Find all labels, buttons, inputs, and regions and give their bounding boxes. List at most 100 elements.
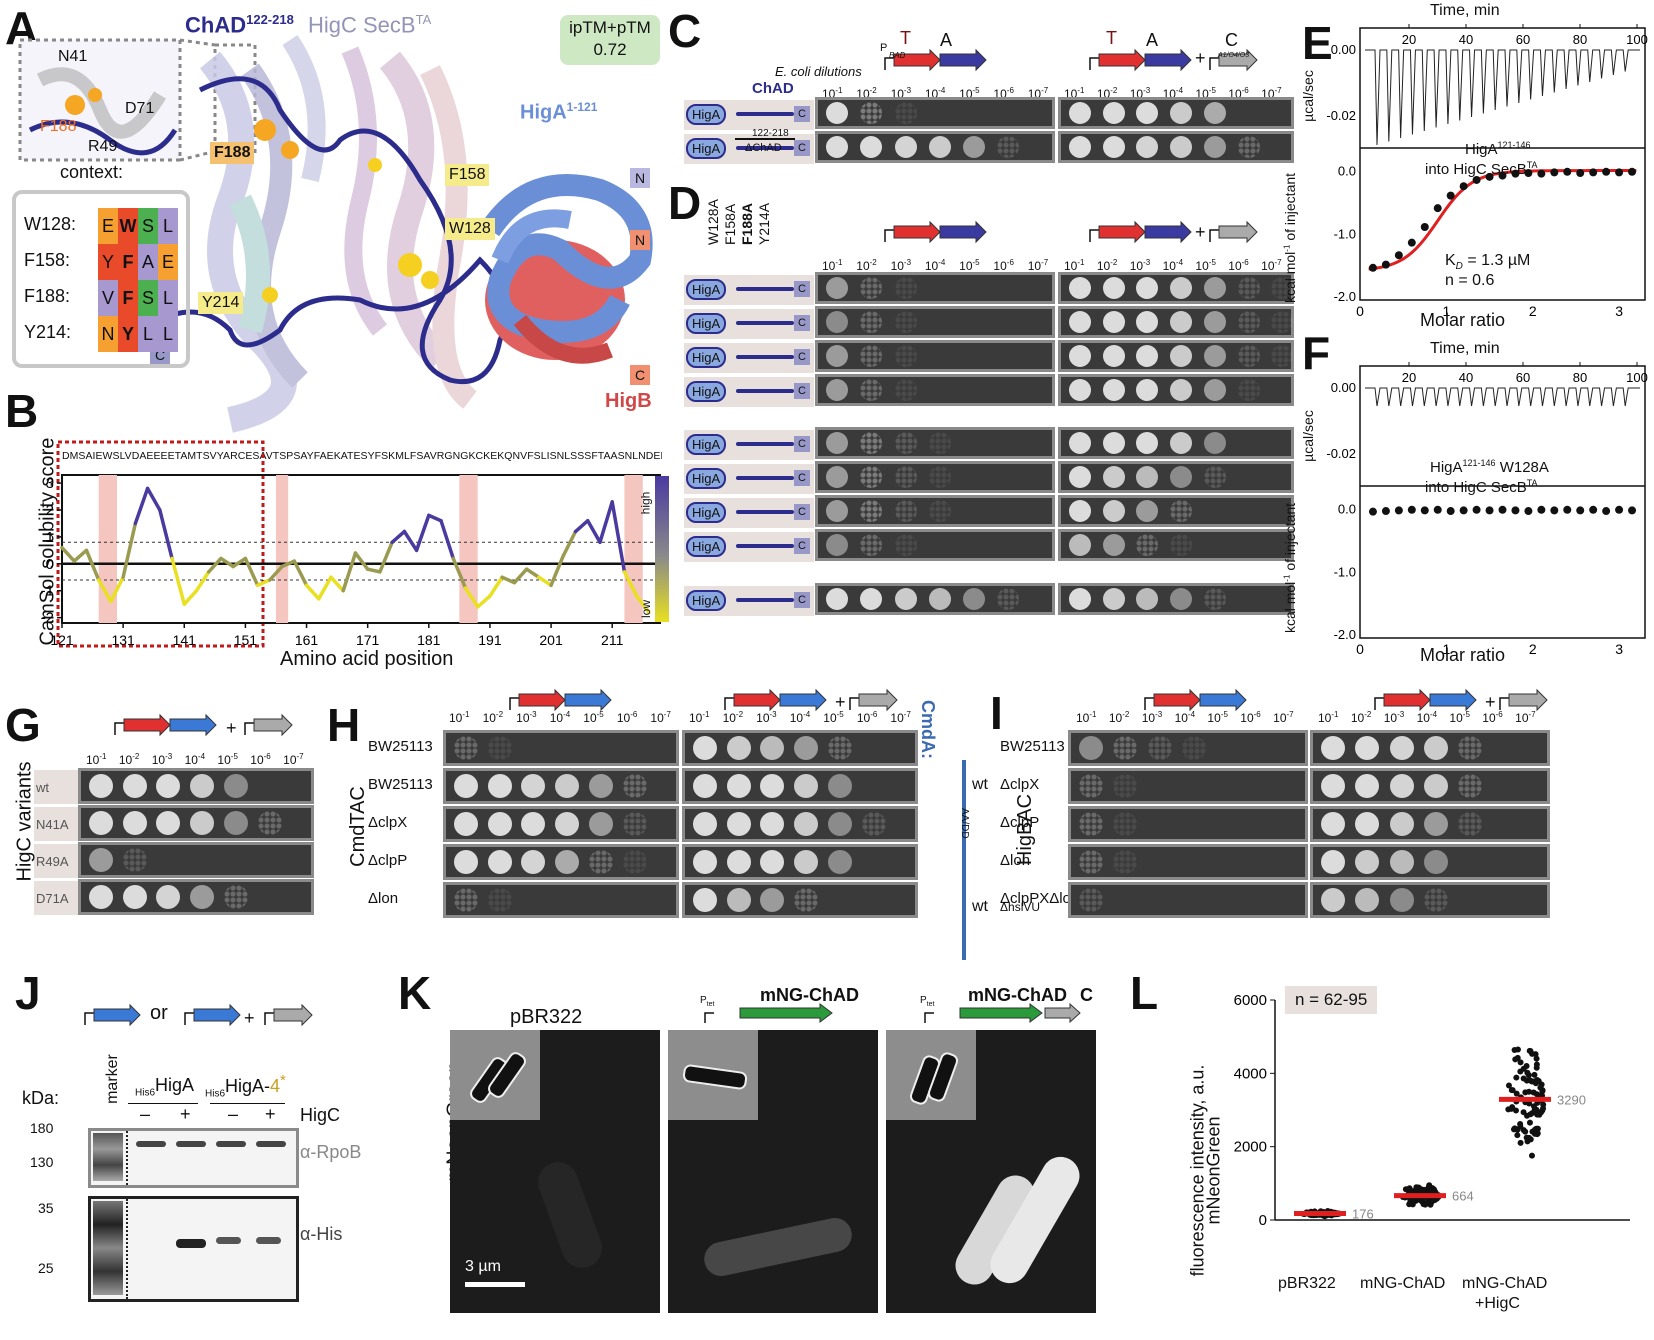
higbac-label: HigBAC xyxy=(1014,793,1037,866)
spot-plate xyxy=(815,97,1055,129)
cell-point xyxy=(1528,1152,1535,1159)
x-tick-label: 121 xyxy=(50,632,74,648)
cell-point xyxy=(1526,1088,1533,1095)
colony-spot xyxy=(1355,850,1380,874)
l-ylabel2: fluorescence intensity, a.u. xyxy=(1187,1064,1208,1277)
his6-higa: His6HigA xyxy=(135,1075,195,1099)
colony-spot xyxy=(826,588,848,610)
cell-point xyxy=(1514,1132,1521,1139)
colony-spot xyxy=(826,466,848,488)
molar-tick-label: 0 xyxy=(1356,303,1364,319)
camsol-segment xyxy=(512,567,529,585)
camsol-segment xyxy=(121,521,138,580)
camsol-segment xyxy=(60,545,76,563)
panel-letter-g: G xyxy=(5,699,41,751)
camsol-segment xyxy=(280,559,297,569)
dilution-label: 10-2 xyxy=(1096,258,1118,273)
context-aa: Y xyxy=(118,316,138,352)
x-tick-label: 181 xyxy=(417,632,441,648)
rpob-label: α-RpoB xyxy=(300,1142,362,1162)
time-tick-label: 40 xyxy=(1459,32,1473,47)
variant-label: wt xyxy=(36,780,49,795)
scale-bar xyxy=(465,1282,525,1287)
sequence-line: DMSAIEWSLVDAEEEETAMTSVYARCESAVTSPSAYFAEK… xyxy=(62,450,662,462)
itc-point xyxy=(1368,507,1377,516)
colony-spot xyxy=(521,812,546,836)
camsol-segment xyxy=(586,518,602,545)
range-bar xyxy=(735,138,795,140)
colony-spot xyxy=(487,774,512,798)
higa-block: HigA xyxy=(686,313,727,334)
colony-spot xyxy=(190,774,215,798)
plus-sign: + xyxy=(244,1008,255,1028)
colony-spot xyxy=(860,588,883,610)
itc-title2: into HigC SecBTA xyxy=(1425,160,1538,178)
colony-spot xyxy=(1423,888,1448,912)
colony-spot xyxy=(122,848,147,872)
gene-a: A xyxy=(940,30,953,50)
chad-label: ChAD xyxy=(752,80,794,97)
promoter-p: P xyxy=(880,42,888,54)
colony-spot xyxy=(1147,736,1172,760)
itc-point xyxy=(1420,506,1429,515)
colony-spot xyxy=(1389,774,1414,798)
colony-spot xyxy=(89,885,113,909)
colony-spot xyxy=(454,774,478,798)
colony-spot xyxy=(1389,736,1414,760)
dilution-label: 10-6 xyxy=(1240,710,1261,725)
dilution-label: 10-5 xyxy=(823,710,844,725)
spot-plate xyxy=(1058,306,1294,338)
colony-spot xyxy=(1170,432,1193,454)
camsol-segment xyxy=(402,529,419,553)
time-tick-label: 80 xyxy=(1573,32,1587,47)
spot-plate xyxy=(815,495,1055,527)
mw-180: 180 xyxy=(30,1120,54,1136)
itc-point xyxy=(1485,172,1494,181)
ybottom-tick-label: -1.0 xyxy=(1334,226,1356,241)
dilution-label: 10-6 xyxy=(1482,710,1503,725)
spot-plate xyxy=(815,427,1055,459)
molar-tick-label: 3 xyxy=(1615,303,1623,319)
dilution-label: 10-5 xyxy=(1195,258,1216,273)
colony-spot xyxy=(1271,311,1294,333)
camsol-segment xyxy=(317,575,333,601)
cell-point xyxy=(1520,1075,1527,1082)
fluorescence-plot: 6000 4000 2000 0 176 664 3290 xyxy=(1234,992,1630,1229)
colony-spot xyxy=(860,102,883,124)
l-cat-mng-chad-higc: mNG-ChAD xyxy=(1462,1275,1548,1292)
construct-label: HigA C xyxy=(684,586,814,616)
cell-point xyxy=(1524,1069,1531,1076)
itc-point xyxy=(1524,169,1533,178)
residue-band xyxy=(624,475,643,623)
construct-tac xyxy=(1089,48,1258,72)
colony-spot xyxy=(794,850,819,874)
colony-spot xyxy=(1237,379,1260,401)
camsol-segment xyxy=(72,548,89,563)
x-tick-label: 151 xyxy=(234,632,258,648)
colony-spot xyxy=(89,774,113,798)
construct-h-ta xyxy=(509,688,612,712)
context-box: W128: F158: F188: Y214: E W S L Y F A E … xyxy=(12,190,190,368)
construct-j-ac xyxy=(184,1003,313,1027)
legend-low: low xyxy=(639,599,654,619)
colony-spot xyxy=(928,136,951,158)
itc-point xyxy=(1550,168,1559,177)
construct-label: HigA C xyxy=(684,100,814,130)
colony-spot xyxy=(622,850,647,874)
spot-plate xyxy=(1058,272,1294,304)
cell-point xyxy=(1523,1134,1530,1141)
colony-spot xyxy=(726,736,751,760)
dilution-label: 10-4 xyxy=(1416,710,1438,725)
sign-minus: – xyxy=(140,1104,151,1124)
itc-point xyxy=(1394,506,1403,515)
colony-spot xyxy=(1423,850,1448,874)
camsol-segment xyxy=(365,567,382,574)
higa-block: HigA xyxy=(686,104,727,125)
colony-spot xyxy=(1069,500,1091,522)
spot-plate xyxy=(815,272,1055,304)
cell-point xyxy=(1534,1077,1541,1084)
colony-spot xyxy=(1136,379,1159,401)
cmda-wt: wt xyxy=(972,776,988,793)
colony-spot xyxy=(1079,812,1103,836)
spot-plate xyxy=(815,461,1055,493)
